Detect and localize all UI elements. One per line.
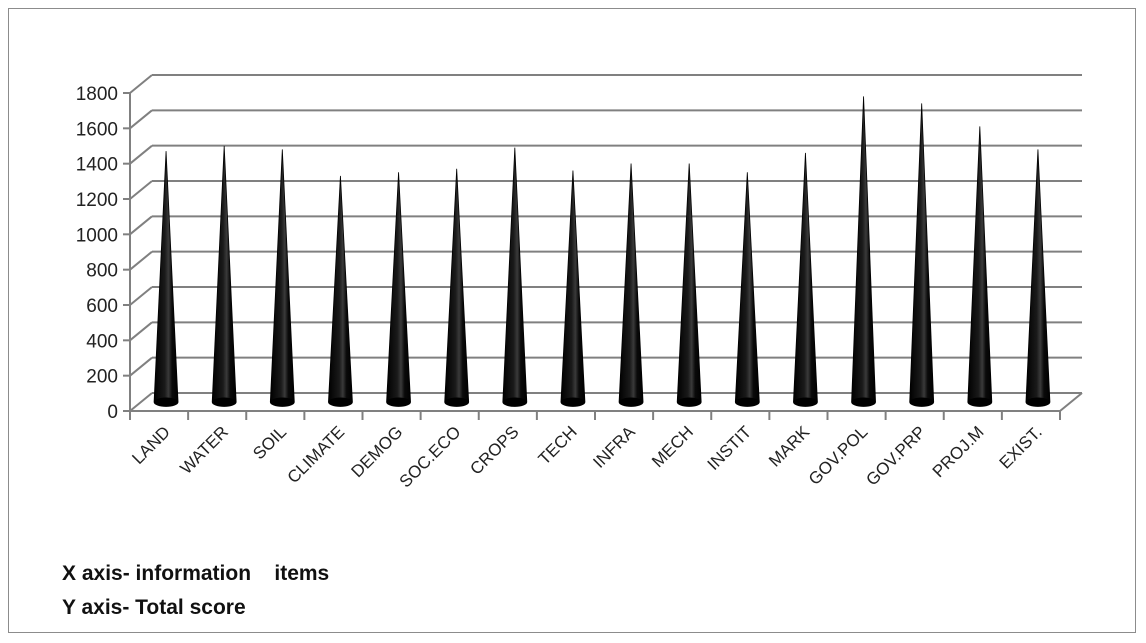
bar-exist- [1025, 149, 1051, 407]
bar-climate [328, 175, 353, 407]
bar-land [153, 151, 179, 407]
x-tick-label: SOC.ECO [396, 422, 465, 491]
bar-base [154, 397, 179, 407]
x-tick-label: SOIL [249, 422, 290, 463]
x-tick-label: GOV.POL [805, 422, 871, 488]
bar-base [619, 397, 644, 407]
x-tick-label: INSTIT [704, 422, 756, 474]
bar-base [328, 397, 353, 407]
y-tick-label: 200 [86, 367, 118, 388]
y-tick-label: 1600 [76, 119, 118, 140]
x-tick-label: MECH [648, 422, 697, 471]
x-tick-label: GOV.PRP [862, 422, 929, 489]
x-tick-label: EXIST. [996, 422, 1046, 472]
bar-crops [502, 147, 528, 407]
bar-base [967, 397, 992, 407]
bar-base [1025, 397, 1050, 407]
gridline-side [129, 180, 153, 200]
y-tick-label: 600 [86, 296, 118, 317]
x-tick-label: CROPS [466, 422, 522, 478]
gridline-side [129, 321, 153, 342]
y-tick-label: 1200 [76, 190, 118, 211]
x-tick-label: WATER [177, 422, 233, 478]
bar-instit [734, 172, 760, 407]
bar-base [909, 397, 934, 407]
gridline-side [129, 356, 153, 377]
bar-base [270, 397, 295, 407]
bar-base [444, 397, 469, 407]
gridline-side [129, 109, 153, 130]
floor-edge [1059, 392, 1083, 412]
x-tick-label: PROJ.M [929, 422, 988, 481]
x-axis-note: X axis- information items [62, 562, 330, 585]
gridline-side [129, 74, 153, 94]
y-axis-note: Y axis- Total score [62, 596, 246, 619]
bar-mech [676, 163, 702, 407]
bar-base [212, 397, 237, 407]
bar-gov-prp [909, 103, 935, 407]
bar-base [677, 397, 702, 407]
bar-base [386, 397, 411, 407]
axes [123, 92, 1083, 420]
x-tick-label: DEMOG [348, 422, 407, 481]
x-tick-label: TECH [535, 422, 581, 468]
bar-base [793, 397, 818, 407]
bar-base [851, 397, 876, 407]
bars [153, 96, 1051, 407]
y-tick-label: 1400 [76, 155, 118, 176]
y-tick-label: 400 [86, 331, 118, 352]
bar-base [502, 397, 527, 407]
x-tick-label: LAND [128, 422, 174, 468]
y-tick-label: 1800 [76, 84, 118, 105]
bar-tech [560, 170, 586, 407]
bar-soil [269, 149, 295, 407]
x-tick-label: MARK [765, 422, 814, 471]
bar-proj-m [967, 126, 993, 407]
gridline-side [129, 144, 153, 165]
gridline-side [129, 250, 153, 271]
gridline-side [129, 286, 153, 306]
bar-infra [618, 163, 644, 407]
y-tick-label: 1000 [76, 225, 118, 246]
bar-base [560, 397, 585, 407]
y-tick-label: 0 [107, 402, 118, 423]
bar-water [211, 145, 237, 407]
gridline-side [129, 215, 153, 236]
bar-mark [793, 152, 818, 407]
bar-demog [386, 172, 411, 407]
gridline-side [129, 392, 153, 412]
y-tick-label: 800 [86, 261, 118, 282]
bar-base [735, 397, 760, 407]
x-tick-label: CLIMATE [284, 422, 349, 487]
x-tick-label: INFRA [589, 422, 639, 472]
